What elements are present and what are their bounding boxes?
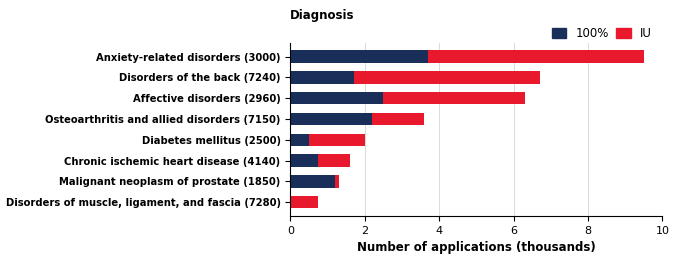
Bar xyxy=(290,175,335,187)
Bar xyxy=(290,92,383,105)
Bar xyxy=(290,113,372,125)
Bar xyxy=(372,113,425,125)
Bar xyxy=(290,154,318,167)
Text: Diagnosis: Diagnosis xyxy=(290,9,355,22)
Bar xyxy=(383,92,524,105)
Bar xyxy=(309,134,365,146)
X-axis label: Number of applications (thousands): Number of applications (thousands) xyxy=(357,242,596,255)
Bar xyxy=(354,71,539,84)
Bar xyxy=(335,175,339,187)
Bar xyxy=(318,154,350,167)
Bar xyxy=(290,71,354,84)
Bar xyxy=(290,134,309,146)
Legend: 100%, IU: 100%, IU xyxy=(547,22,657,45)
Bar xyxy=(290,50,428,63)
Bar xyxy=(428,50,644,63)
Bar xyxy=(290,196,318,208)
